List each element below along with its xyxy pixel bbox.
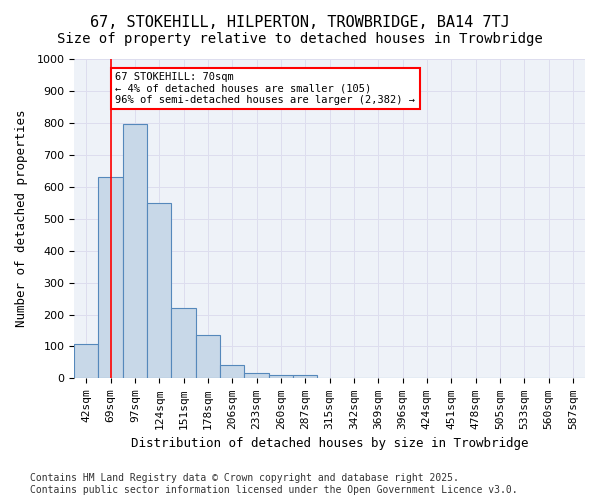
Bar	[196, 336, 220, 378]
Bar	[269, 375, 293, 378]
Text: Size of property relative to detached houses in Trowbridge: Size of property relative to detached ho…	[57, 32, 543, 46]
Bar	[293, 375, 317, 378]
Bar	[74, 344, 98, 378]
Text: 67, STOKEHILL, HILPERTON, TROWBRIDGE, BA14 7TJ: 67, STOKEHILL, HILPERTON, TROWBRIDGE, BA…	[90, 15, 510, 30]
Bar	[147, 204, 172, 378]
Bar	[172, 308, 196, 378]
Text: 67 STOKEHILL: 70sqm
← 4% of detached houses are smaller (105)
96% of semi-detach: 67 STOKEHILL: 70sqm ← 4% of detached hou…	[115, 72, 415, 105]
X-axis label: Distribution of detached houses by size in Trowbridge: Distribution of detached houses by size …	[131, 437, 528, 450]
Bar	[98, 176, 123, 378]
Bar	[244, 373, 269, 378]
Bar	[220, 365, 244, 378]
Bar	[123, 124, 147, 378]
Text: Contains HM Land Registry data © Crown copyright and database right 2025.
Contai: Contains HM Land Registry data © Crown c…	[30, 474, 518, 495]
Y-axis label: Number of detached properties: Number of detached properties	[15, 110, 28, 328]
